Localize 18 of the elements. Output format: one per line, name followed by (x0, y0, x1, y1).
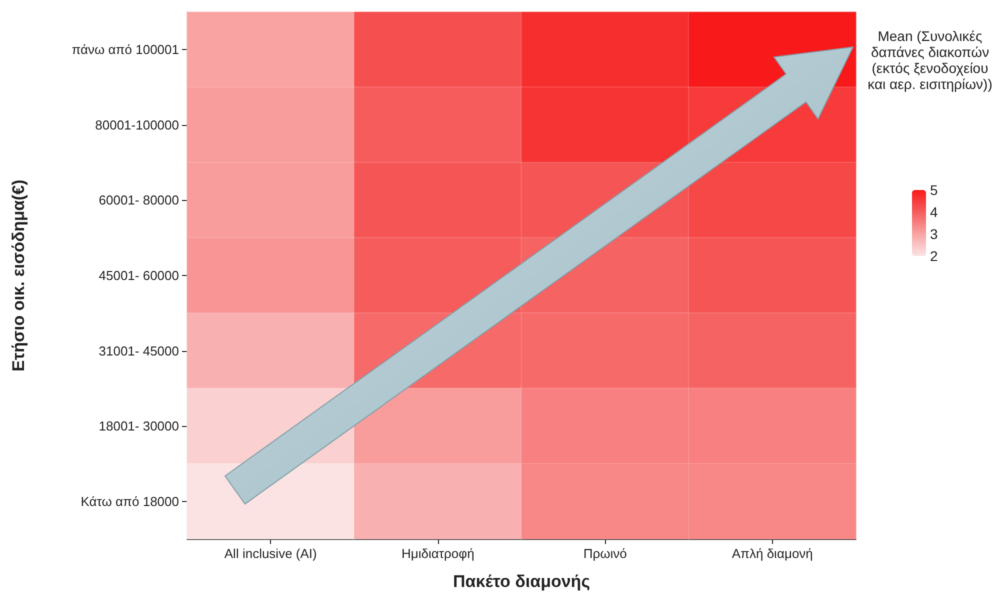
y-tick-label: 31001- 45000 (98, 343, 179, 358)
color-bar-title: Mean (Συνολικές δαπάνες διακοπών (εκτός ξενοδοχείου και αερ. εισιτηρίων)) (866, 28, 994, 92)
y-tick-label: 18001- 30000 (98, 418, 179, 434)
x-tick-label: Απλή διαμονή (732, 546, 813, 561)
color-bar-label: 2 (930, 248, 938, 264)
x-tick-label: Ημιδιατροφή (401, 546, 474, 561)
color-bar-label: 4 (930, 204, 938, 220)
y-tick-label: 60001- 80000 (98, 192, 179, 208)
color-bar-label: 3 (930, 226, 938, 242)
y-tick-label: 45001- 60000 (98, 268, 179, 283)
x-tick-label: All inclusive (AI) (224, 546, 317, 561)
color-bar-label: 5 (930, 182, 938, 198)
x-tick-label: Πρωινό (583, 546, 627, 561)
x-axis-title: Πακέτο διαμονής (452, 572, 590, 591)
y-axis-title: Ετήσιο οικ. εισόδημα(€) (9, 180, 28, 372)
y-tick-label: Κάτω από 18000 (80, 494, 179, 509)
y-tick-label: πάνω από 100001 (72, 42, 179, 58)
y-tick-label: 80001-100000 (95, 117, 179, 132)
